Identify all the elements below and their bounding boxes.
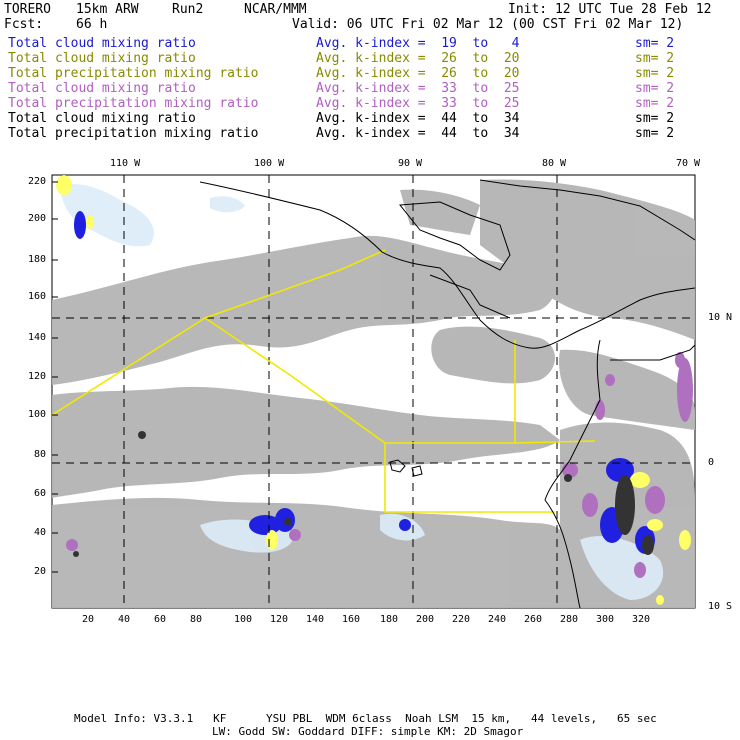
left-grid-label: 140 — [27, 332, 46, 343]
top-longitude-label: 90 W — [398, 158, 423, 169]
fcst-label: Fcst: — [4, 17, 44, 32]
bottom-grid-label: 100 — [234, 614, 253, 625]
left-grid-label: 120 — [27, 371, 46, 382]
cloud-black-cores — [73, 431, 654, 557]
right-latitude-label: 10 N — [708, 312, 733, 323]
legend-kindex-range: Avg. k-index = 26 to 20 — [316, 66, 520, 81]
top-longitude-label: 70 W — [676, 158, 701, 169]
left-grid-label: 40 — [33, 527, 46, 538]
bottom-grid-label: 280 — [560, 614, 579, 625]
bottom-grid-label: 80 — [190, 614, 203, 625]
legend-smoothing: sm= 2 — [635, 51, 675, 66]
valid-time: Valid: 06 UTC Fri 02 Mar 12 (00 CST Fri … — [292, 17, 684, 32]
init-time: Init: 12 UTC Tue 28 Feb 12 — [508, 2, 712, 17]
legend-smoothing: sm= 2 — [635, 81, 675, 96]
bottom-grid-label: 320 — [632, 614, 651, 625]
left-grid-label: 220 — [27, 176, 46, 187]
left-grid-label: 60 — [33, 488, 46, 499]
legend-kindex-range: Avg. k-index = 19 to 4 — [316, 36, 520, 51]
axis-ticks — [52, 181, 58, 573]
bottom-grid-label: 240 — [488, 614, 507, 625]
bottom-grid-label: 60 — [154, 614, 167, 625]
physics-info-line: LW: Godd SW: Goddard DIFF: simple KM: 2D… — [212, 725, 524, 738]
model-resolution: 15km ARW — [76, 2, 139, 17]
legend-kindex-range: Avg. k-index = 33 to 25 — [316, 81, 520, 96]
bottom-grid-label: 20 — [82, 614, 95, 625]
lat-lon-grid — [52, 175, 695, 608]
coastline — [199, 179, 695, 608]
left-grid-label: 180 — [27, 254, 46, 265]
model-name: TORERO — [4, 2, 51, 17]
left-grid-label: 20 — [33, 566, 46, 577]
top-longitude-label: 110 W — [110, 158, 141, 169]
legend-field-name: Total cloud mixing ratio — [8, 111, 196, 126]
left-grid-label: 100 — [27, 409, 46, 420]
legend-kindex-range: Avg. k-index = 26 to 20 — [316, 51, 520, 66]
right-latitude-label: 10 S — [708, 601, 733, 612]
bottom-grid-label: 160 — [342, 614, 361, 625]
bottom-grid-label: 120 — [270, 614, 289, 625]
left-grid-label: 200 — [27, 213, 46, 224]
legend-field-name: Total cloud mixing ratio — [8, 81, 196, 96]
model-info-line: Model Info: V3.3.1 KF YSU PBL WDM 6class… — [74, 712, 657, 725]
region-boundary — [52, 249, 596, 513]
left-grid-label: 80 — [33, 449, 46, 460]
right-latitude-label: 0 — [708, 457, 715, 468]
fcst-value: 66 h — [76, 17, 108, 32]
legend-smoothing: sm= 2 — [635, 126, 675, 141]
bottom-grid-label: 220 — [452, 614, 471, 625]
legend-smoothing: sm= 2 — [635, 111, 675, 126]
bottom-grid-label: 260 — [524, 614, 543, 625]
legend-kindex-range: Avg. k-index = 44 to 34 — [316, 111, 520, 126]
legend-smoothing: sm= 2 — [635, 66, 675, 81]
run-label: Run2 — [172, 2, 204, 17]
legend-smoothing: sm= 2 — [635, 36, 675, 51]
top-longitude-label: 80 W — [542, 158, 567, 169]
legend-smoothing: sm= 2 — [635, 96, 675, 111]
bottom-grid-label: 40 — [118, 614, 131, 625]
cloud-purple — [66, 352, 693, 578]
legend-field-name: Total precipitation mixing ratio — [8, 96, 259, 111]
top-longitude-label: 100 W — [254, 158, 285, 169]
legend-field-name: Total precipitation mixing ratio — [8, 126, 259, 141]
left-grid-label: 160 — [27, 291, 46, 302]
bottom-grid-label: 140 — [306, 614, 325, 625]
legend-kindex-range: Avg. k-index = 33 to 25 — [316, 96, 520, 111]
bottom-grid-label: 180 — [380, 614, 399, 625]
legend-field-name: Total cloud mixing ratio — [8, 51, 196, 66]
org-label: NCAR/MMM — [244, 2, 307, 17]
bottom-grid-label: 200 — [416, 614, 435, 625]
legend-field-name: Total cloud mixing ratio — [8, 36, 196, 51]
bottom-grid-label: 300 — [596, 614, 615, 625]
legend-field-name: Total precipitation mixing ratio — [8, 66, 259, 81]
legend-kindex-range: Avg. k-index = 44 to 34 — [316, 126, 520, 141]
